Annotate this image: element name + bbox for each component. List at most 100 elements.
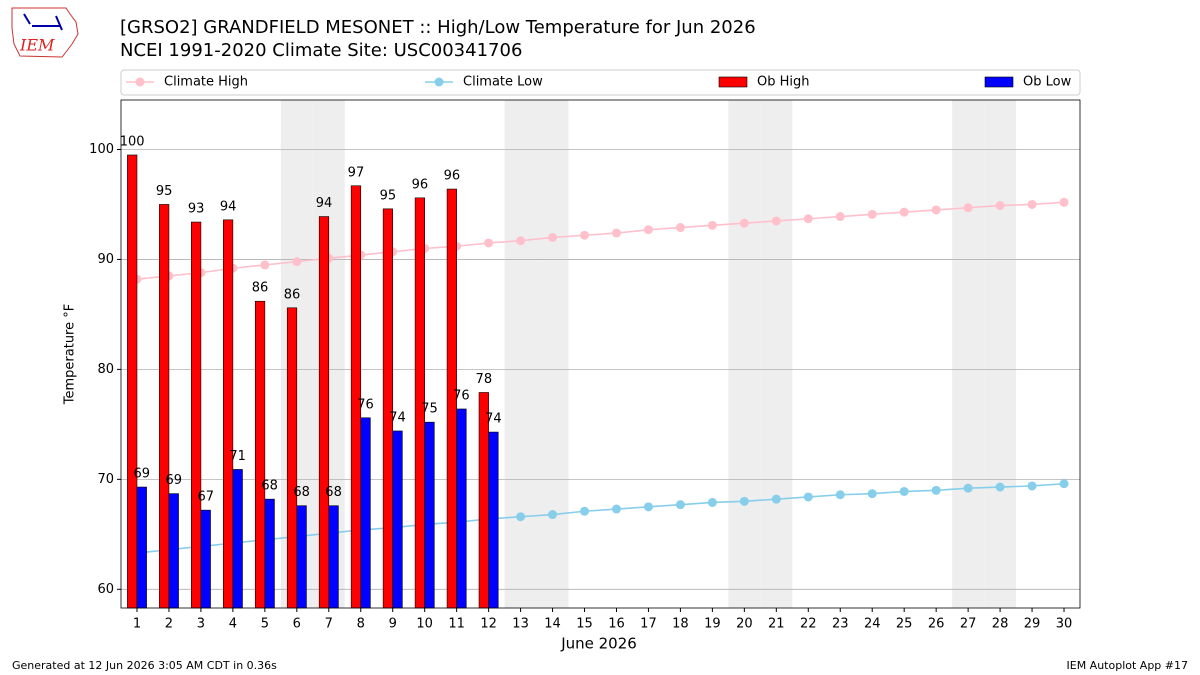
bar: [200, 509, 211, 609]
marker: [707, 497, 717, 507]
bar: [318, 216, 330, 609]
value-label: 94: [316, 196, 333, 211]
x-tick-label: 1: [133, 617, 141, 632]
value-label: 75: [421, 402, 438, 417]
legend-label: Ob Low: [1023, 75, 1072, 90]
bar: [296, 505, 307, 609]
bar: [382, 208, 394, 609]
logo: IEM: [11, 7, 79, 58]
x-tick-label: 11: [448, 617, 465, 632]
y-tick-label: 80: [97, 362, 114, 377]
x-tick-label: 17: [640, 617, 657, 632]
x-tick-label: 14: [544, 617, 561, 632]
marker: [963, 483, 973, 493]
y-tick-label: 90: [97, 252, 114, 267]
x-tick-label: 2: [165, 617, 173, 632]
marker: [835, 212, 845, 222]
x-axis-label: June 2026: [560, 635, 637, 653]
value-label: 100: [120, 134, 145, 149]
value-label: 68: [325, 485, 342, 500]
marker: [1027, 199, 1037, 209]
bar: [424, 421, 435, 609]
legend-label: Climate Low: [463, 75, 543, 90]
x-tick-label: 16: [608, 617, 625, 632]
bar: [168, 493, 179, 609]
marker: [1059, 479, 1069, 489]
x-tick-label: 23: [832, 617, 849, 632]
marker: [292, 257, 302, 267]
marker: [580, 506, 590, 516]
weekend-band: [760, 100, 793, 608]
marker: [995, 482, 1005, 492]
marker: [1059, 197, 1069, 207]
x-tick-label: 21: [768, 617, 785, 632]
x-tick-label: 19: [704, 617, 721, 632]
value-label: 68: [293, 485, 310, 500]
x-tick-label: 9: [389, 617, 397, 632]
marker: [611, 504, 621, 514]
marker: [516, 236, 526, 246]
bar: [136, 486, 147, 609]
logo-icon: [23, 13, 63, 31]
x-tick-label: 13: [512, 617, 529, 632]
value-label: 94: [220, 199, 237, 214]
chart-subtitle: NCEI 1991-2020 Climate Site: USC00341706: [120, 40, 522, 61]
x-tick-label: 24: [864, 617, 881, 632]
x-tick-label: 5: [261, 617, 269, 632]
bar: [222, 219, 234, 609]
marker: [516, 512, 526, 522]
value-label: 86: [284, 287, 301, 302]
value-label: 95: [156, 184, 173, 199]
bar: [127, 154, 138, 609]
marker: [867, 209, 877, 219]
marker: [931, 485, 941, 495]
marker: [260, 260, 270, 270]
value-label: 74: [485, 412, 502, 427]
marker: [771, 216, 781, 226]
bar: [286, 307, 298, 609]
weekend-band: [728, 100, 761, 608]
chart-title: [GRSO2] GRANDFIELD MESONET :: High/Low T…: [120, 17, 756, 38]
marker: [803, 214, 813, 224]
legend-label: Climate High: [164, 75, 248, 90]
line: [136, 482, 1065, 554]
x-tick-label: 6: [293, 617, 301, 632]
marker: [867, 489, 877, 499]
x-tick-label: 10: [416, 617, 433, 632]
marker: [580, 230, 590, 240]
bar: [159, 204, 170, 609]
legend-swatch: [718, 76, 748, 88]
y-tick-label: 100: [89, 142, 114, 157]
value-label: 95: [380, 188, 397, 203]
y-tick-label: 60: [97, 582, 114, 597]
x-tick-label: 22: [800, 617, 817, 632]
x-tick-label: 27: [960, 617, 977, 632]
bar: [392, 430, 403, 609]
x-tick-label: 20: [736, 617, 753, 632]
legend-box: [120, 69, 1081, 96]
weekend-band: [536, 100, 569, 608]
marker: [548, 510, 558, 520]
value-label: 76: [453, 388, 470, 403]
logo-outline: [11, 7, 79, 58]
bar: [191, 221, 202, 609]
bar: [456, 408, 467, 609]
marker: [995, 201, 1005, 211]
weekend-band: [952, 100, 985, 608]
marker: [931, 205, 941, 215]
value-label: 96: [412, 177, 429, 192]
marker: [1027, 481, 1037, 491]
value-label: 69: [134, 467, 151, 482]
bar: [328, 505, 339, 609]
x-tick-label: 15: [576, 617, 593, 632]
bar: [264, 498, 275, 609]
y-axis-label: Temperature °F: [63, 304, 78, 405]
x-tick-label: 28: [992, 617, 1009, 632]
marker: [675, 500, 685, 510]
value-label: 69: [165, 473, 182, 488]
value-label: 86: [252, 281, 269, 296]
footer-right: IEM Autoplot App #17: [1067, 659, 1189, 672]
line: [136, 201, 1065, 281]
value-label: 78: [476, 372, 493, 387]
